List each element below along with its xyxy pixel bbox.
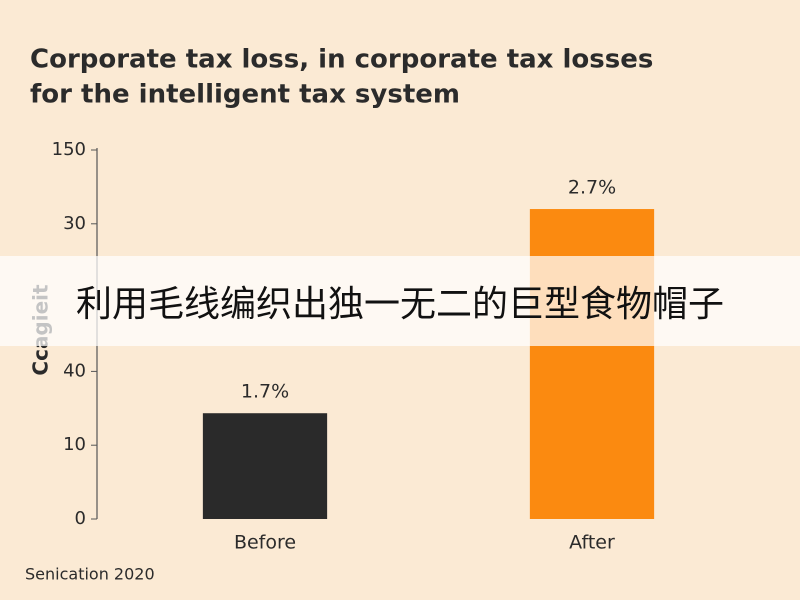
bar: [202, 413, 328, 519]
banner: 利用毛线编织出独一无二的巨型食物帽子: [0, 256, 800, 346]
y-tick-label: 40: [63, 360, 86, 381]
x-tick-label: After: [569, 532, 615, 554]
bar-annotation: 2.7%: [568, 177, 616, 199]
bar-annotation: 1.7%: [241, 381, 289, 403]
y-tick-label: 30: [63, 213, 86, 234]
y-tick-label: 150: [52, 139, 86, 160]
x-tick-label: Before: [234, 532, 296, 554]
chart-title: for the intelligent tax system: [30, 80, 460, 110]
y-tick-label: 10: [63, 434, 86, 455]
source: Senication 2020: [25, 565, 155, 584]
y-tick-label: 0: [75, 508, 86, 529]
banner-text: 利用毛线编织出独一无二的巨型食物帽子: [75, 284, 724, 325]
chart-title: Corporate tax loss, in corporate tax los…: [30, 45, 653, 75]
